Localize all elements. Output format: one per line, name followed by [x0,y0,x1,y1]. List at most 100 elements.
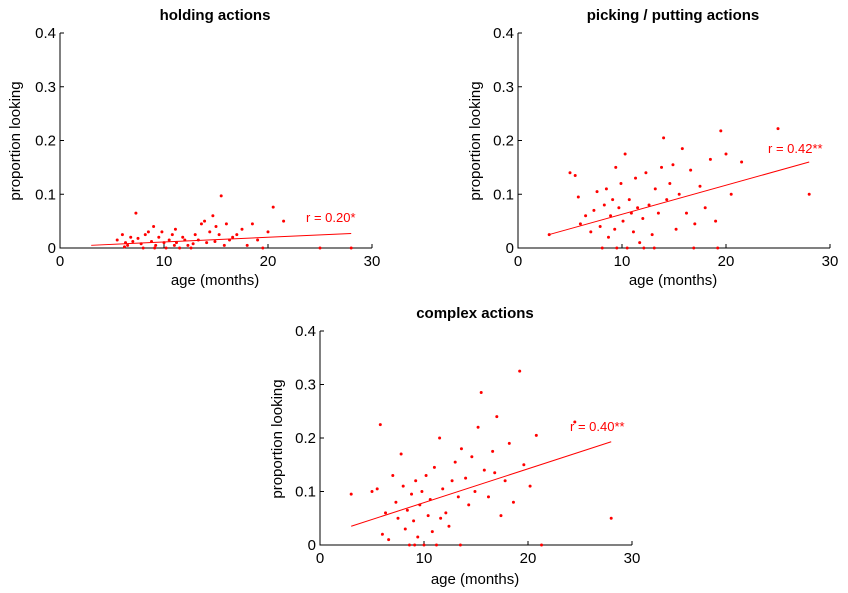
data-point [507,441,511,445]
data-point [689,168,693,172]
data-point [162,241,166,245]
data-point [432,465,436,469]
data-point [186,243,190,247]
correlation-annotation: r = 0.42** [768,141,823,156]
x-tick-label: 0 [316,550,324,567]
data-point [642,246,646,250]
correlation-annotation: r = 0.20* [306,210,356,225]
data-point [467,503,471,507]
data-point [126,243,130,247]
data-point [189,246,193,250]
tick-labels: 0 10 20 30 0 0.1 0.2 0.3 0.4 [295,323,640,567]
data-point [619,182,623,185]
data-point [261,246,265,250]
data-point [470,455,474,459]
data-point [578,222,582,226]
data-point [214,225,218,228]
data-point [235,233,239,237]
data-point [598,225,602,228]
data-point [606,235,610,239]
data-point [129,235,133,239]
data-marks [319,330,633,547]
data-point [708,157,712,161]
data-point [613,227,617,231]
x-tick-label: 30 [822,253,839,270]
data-point [644,171,648,175]
data-point [438,436,442,440]
data-point [600,246,604,250]
data-point [631,230,635,234]
data-point [384,511,388,515]
data-point [380,532,384,536]
data-point [476,425,480,429]
data-point [370,490,374,493]
data-point [692,246,696,250]
data-point [680,147,684,151]
data-point [196,238,200,242]
data-point [439,516,443,520]
data-point [444,511,448,515]
data-point [665,198,669,202]
data-point [401,484,405,488]
data-point [170,233,174,237]
data-point [522,463,526,467]
data-point [407,543,411,547]
data-point [450,479,454,483]
data-point [584,214,588,218]
data-point [614,165,618,169]
data-point [604,187,608,191]
complex-actions-panel: complex actions age (months) proportion … [269,305,640,588]
x-tick-label: 0 [514,253,522,270]
data-point [693,222,697,226]
data-point [115,238,119,242]
data-point [405,508,409,512]
x-tick-label: 30 [364,253,381,270]
data-point [491,449,495,453]
data-point [240,227,244,231]
data-point [671,163,675,167]
data-point [416,535,420,539]
data-point [453,460,457,464]
x-axis-label: age (months) [171,272,259,289]
data-point [413,543,417,547]
data-point [499,514,503,518]
tick-labels: 0 10 20 30 0 0.1 0.2 0.3 0.4 [493,25,838,270]
data-point [638,241,642,245]
data-point [134,211,138,215]
data-point [447,524,451,528]
data-point [627,198,631,202]
y-tick-label: 0.1 [35,186,56,203]
data-point [698,184,702,188]
data-point [674,227,678,231]
data-point [677,192,681,196]
data-point [250,222,254,226]
data-point [641,216,645,220]
x-axis-label: age (months) [431,571,519,588]
correlation-annotation: r = 0.40** [570,419,625,434]
data-point [684,211,688,215]
x-tick-label: 30 [624,550,641,567]
data-point [191,242,195,246]
data-point [625,246,629,250]
data-point [740,160,744,164]
data-point [349,246,353,250]
data-point [153,246,157,250]
y-tick-label: 0.2 [35,133,56,150]
data-point [592,208,596,212]
data-point [456,495,460,499]
data-point [459,447,463,451]
regression-line [351,441,612,527]
data-point [668,182,672,185]
data-point [660,165,664,169]
data-point [414,479,418,483]
y-axis-label: proportion looking [7,81,24,200]
data-point [662,136,666,140]
data-point [650,233,654,237]
x-axis-label: age (months) [629,272,717,289]
data-point [231,235,235,239]
data-point [178,246,182,250]
y-tick-label: 0.3 [295,377,316,394]
data-point [441,487,445,491]
data-point [511,500,515,504]
